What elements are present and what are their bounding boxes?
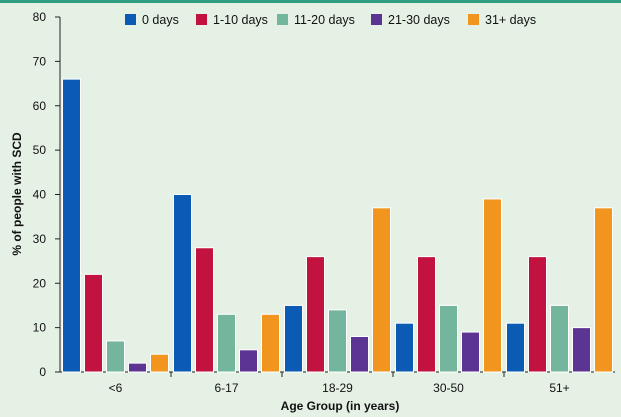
bar xyxy=(395,322,414,373)
legend-swatch xyxy=(371,14,382,25)
bar xyxy=(483,198,502,373)
y-tick-label: 10 xyxy=(33,321,47,335)
legend-swatch xyxy=(277,14,288,25)
x-axis: <6 6-17 18-29 30-50 51+ xyxy=(60,371,615,395)
bars xyxy=(62,78,613,373)
bar xyxy=(461,331,480,373)
legend-label: 31+ days xyxy=(485,13,536,27)
bar xyxy=(62,78,81,373)
y-axis-title: % of people with SCD xyxy=(10,132,24,256)
bar xyxy=(284,304,303,373)
y-tick-label: 70 xyxy=(33,54,47,68)
bar xyxy=(217,313,236,373)
bar xyxy=(239,349,258,373)
x-tick-label: 6-17 xyxy=(214,381,238,395)
bar xyxy=(128,362,147,373)
bar xyxy=(173,194,192,373)
x-tick-label: 51+ xyxy=(549,381,569,395)
y-tick-label: 50 xyxy=(33,143,47,157)
bar xyxy=(506,322,525,373)
y-tick-label: 30 xyxy=(33,232,47,246)
bar xyxy=(439,304,458,373)
bar xyxy=(84,273,103,373)
bar xyxy=(417,256,436,373)
bar xyxy=(306,256,325,373)
legend-label: 21-30 days xyxy=(388,13,450,27)
legend: 0 days 1-10 days 11-20 days 21-30 days 31+ d… xyxy=(125,13,536,27)
legend-swatch xyxy=(125,14,136,25)
bar xyxy=(550,304,569,373)
y-tick-label: 80 xyxy=(33,10,47,24)
bar xyxy=(594,207,613,373)
legend-swatch xyxy=(196,14,207,25)
bar xyxy=(261,313,280,373)
x-tick-label: 18-29 xyxy=(322,381,353,395)
x-axis-title: Age Group (in years) xyxy=(281,399,400,413)
bar xyxy=(195,247,214,373)
legend-label: 1-10 days xyxy=(213,13,268,27)
bar xyxy=(572,327,591,373)
bar xyxy=(328,309,347,373)
x-tick-label: 30-50 xyxy=(433,381,464,395)
y-tick-label: 60 xyxy=(33,99,47,113)
legend-label: 11-20 days xyxy=(294,13,355,27)
legend-swatch xyxy=(468,14,479,25)
bar xyxy=(350,336,369,373)
bar xyxy=(150,353,169,373)
y-tick-label: 0 xyxy=(39,365,46,379)
bar xyxy=(372,207,391,373)
top-rule xyxy=(0,0,621,3)
x-tick-label: <6 xyxy=(109,381,123,395)
y-axis: 0 10 20 30 40 50 60 70 80 xyxy=(33,10,61,379)
y-tick-label: 20 xyxy=(33,276,47,290)
bar xyxy=(528,256,547,373)
legend-label: 0 days xyxy=(142,13,179,27)
bar xyxy=(106,340,125,373)
y-tick-label: 40 xyxy=(33,188,47,202)
